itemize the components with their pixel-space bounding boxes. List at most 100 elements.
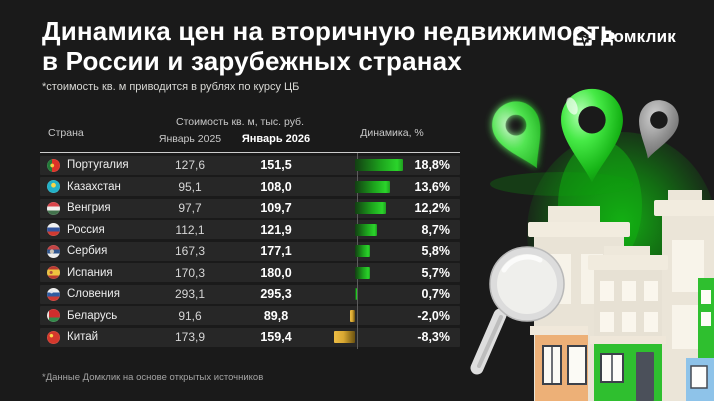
dynamics-bar-cell [326,156,414,175]
dynamics-value: 0,7% [421,287,451,301]
price-jan-2025: 293,1 [174,287,206,301]
country-cell: Португалия [40,158,154,172]
price-jan-2025: 173,9 [174,330,206,344]
dynamics-bar [355,223,378,236]
price-jan-2026: 89,8 [263,308,289,323]
page-title-line1: Динамика цен на вторичную недвижимость [42,16,617,46]
table-row: Россия 112,1 121,9 8,7% [40,220,460,239]
country-flag-icon [47,244,60,258]
domclick-logo-text: Домклик [601,26,676,46]
table-row: Беларусь 91,6 89,8 -2,0% [40,306,460,325]
price-jan-2026: 180,0 [260,265,292,280]
price-jan-2026: 177,1 [260,244,292,258]
magnifier-icon [470,246,565,375]
domclick-house-icon [573,26,593,48]
dynamics-value: 5,7% [421,265,451,280]
green-glow [490,132,714,332]
country-cell: Словения [40,287,154,301]
column-header-country: Страна [48,127,84,139]
column-header-dynamics: Динамика, % [360,127,424,139]
column-header-price-group: Стоимость кв. м, тыс. руб. Январь 2025 Я… [154,116,326,145]
dynamics-bar-cell [326,285,414,304]
country-cell: Китай [40,330,154,344]
dynamics-bar-cell [326,177,414,196]
header-separator-line [40,152,460,153]
dynamics-bar-cell [326,199,414,218]
table-body: Португалия 127,6 151,5 18,8% Казахстан 9… [40,152,460,349]
country-flag-icon [47,266,60,279]
country-flag-icon [47,223,60,236]
table-row: Португалия 127,6 151,5 18,8% [40,155,460,175]
building-middle [588,246,668,401]
page-subtitle: *стоимость кв. м приводится в рублях по … [42,81,300,93]
dynamics-bar-cell [326,242,414,261]
country-name: Китай [67,331,99,343]
country-cell: Сербия [40,244,154,258]
dynamics-bar [355,159,403,171]
price-jan-2026: 159,4 [260,330,292,344]
table-row: Казахстан 95,1 108,0 13,6% [40,177,460,196]
price-jan-2025: 127,6 [174,158,206,172]
table-row: Словения 293,1 295,3 0,7% [40,284,460,304]
map-pin-icon-gray [628,95,684,164]
column-header-jan-2026: Январь 2026 [241,133,311,145]
price-dynamics-table: Страна Стоимость кв. м, тыс. руб. Январь… [40,114,460,349]
dynamics-value: 13,6% [414,179,450,194]
building-left [528,206,630,401]
page-title: Динамика цен на вторичную недвижимость в… [42,16,616,76]
price-jan-2025: 91,6 [178,308,202,323]
country-name: Словения [67,288,120,300]
dynamics-bar-cell [326,263,414,282]
dynamics-bar [355,202,387,214]
dynamics-value: 5,8% [421,244,451,258]
map-pin-icon-green-large [561,88,623,183]
dynamics-value: -8,3% [417,330,450,344]
dynamics-bar [349,309,355,322]
price-jan-2025: 97,7 [178,201,202,215]
dynamics-bar [355,180,390,193]
country-flag-icon [47,180,60,193]
country-cell: Беларусь [40,309,154,322]
country-flag-icon [47,201,60,215]
table-row: Сербия 167,3 177,1 5,8% [40,241,460,261]
table-row: Венгрия 97,7 109,7 12,2% [40,198,460,218]
table-row: Китай 173,9 159,4 -8,3% [40,327,460,347]
price-jan-2025: 112,1 [175,222,205,237]
price-jan-2026: 108,0 [260,179,292,194]
dynamics-bar [355,266,370,279]
dynamics-value: -2,0% [417,308,450,323]
country-name: Португалия [67,159,129,171]
source-footnote: *Данные Домклик на основе открытых источ… [42,372,264,383]
country-name: Венгрия [67,202,111,214]
price-jan-2025: 95,1 [178,179,202,194]
dynamics-value: 18,8% [414,158,450,172]
country-cell: Венгрия [40,201,154,215]
country-name: Россия [67,223,105,236]
price-jan-2025: 167,3 [174,244,206,258]
price-jan-2026: 295,3 [260,287,292,301]
price-jan-2026: 121,9 [260,222,292,237]
dynamics-bar-cell [326,220,414,239]
country-cell: Казахстан [40,180,154,193]
dynamics-bar-cell [326,328,414,347]
dynamics-bar [355,245,370,257]
country-flag-icon [47,330,60,344]
country-flag-icon [47,309,60,322]
country-name: Беларусь [67,309,118,322]
country-flag-icon [47,158,60,172]
domclick-logo: Домклик [571,25,676,48]
country-cell: Россия [40,223,154,236]
country-cell: Испания [40,266,154,279]
column-header-price-label: Стоимость кв. м, тыс. руб. [175,116,304,128]
column-header-jan-2025: Январь 2025 [158,133,222,145]
country-name: Испания [67,266,113,279]
table-header: Страна Стоимость кв. м, тыс. руб. Январь… [40,114,460,152]
table-row: Испания 170,3 180,0 5,7% [40,263,460,282]
page-title-line2: в России и зарубежных странах [42,46,462,76]
dynamics-bar [355,288,357,300]
dynamics-value: 8,7% [421,222,451,237]
dynamics-bar-cell [326,306,414,325]
price-jan-2026: 151,5 [260,158,292,172]
map-pin-icon-green-tilted [484,93,559,179]
